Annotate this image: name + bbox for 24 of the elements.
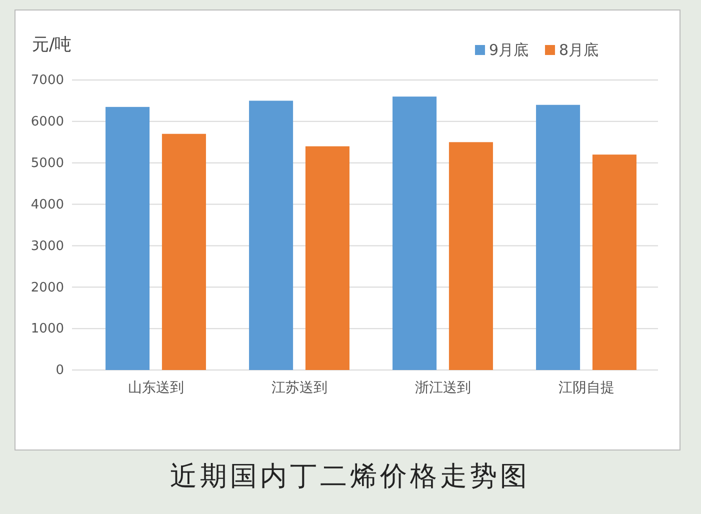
y-axis-title: 元/吨 bbox=[32, 35, 72, 55]
y-tick-label: 6000 bbox=[30, 114, 64, 130]
y-tick-label: 5000 bbox=[30, 156, 64, 172]
bar bbox=[305, 146, 350, 370]
y-tick-label: 2000 bbox=[30, 280, 64, 296]
bar bbox=[448, 142, 493, 370]
bar bbox=[162, 134, 206, 370]
bar bbox=[536, 104, 580, 370]
y-tick-label: 3000 bbox=[30, 238, 64, 254]
legend-label: 8月底 bbox=[559, 41, 599, 59]
x-tick-label: 江阴自提 bbox=[558, 380, 614, 396]
x-tick-label: 浙江送到 bbox=[414, 380, 471, 396]
y-tick-label: 7000 bbox=[30, 73, 64, 88]
bar bbox=[106, 106, 150, 370]
y-tick-label: 0 bbox=[56, 363, 64, 378]
bar bbox=[392, 96, 437, 370]
y-tick-label: 4000 bbox=[30, 197, 64, 212]
text: 近期国内丁二烯价格走势图 bbox=[170, 461, 530, 492]
legend-label: 9月底 bbox=[489, 41, 529, 59]
y-tick-label: 1000 bbox=[30, 322, 64, 337]
bar bbox=[592, 154, 636, 370]
x-tick-label: 江苏送到 bbox=[271, 380, 328, 396]
x-tick-label: 山东送到 bbox=[128, 380, 184, 396]
bar bbox=[249, 100, 294, 370]
